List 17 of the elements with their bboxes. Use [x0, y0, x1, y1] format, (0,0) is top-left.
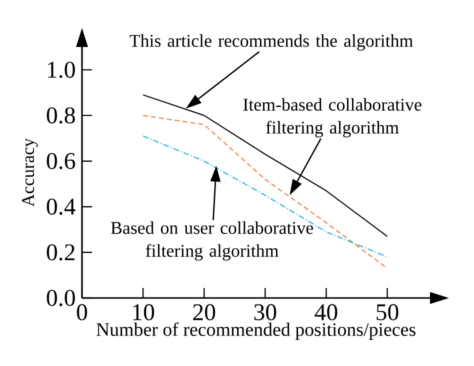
y-tick-label: 0.6 [46, 152, 76, 170]
x-tick-label: 20 [193, 304, 216, 320]
x-axis-title: Number of recommended positions/pieces [96, 322, 416, 340]
x-tick-label: 30 [254, 304, 276, 320]
x-tick-label: 0 [76, 304, 88, 320]
y-tick-label: 1.0 [48, 62, 75, 78]
y-tick-label: 0.2 [46, 244, 75, 260]
y-tick-label: 0.8 [46, 107, 75, 124]
annotation: Based on user collaborative filtering algorithm [110, 221, 314, 261]
y-tick-label: 0.0 [46, 290, 75, 306]
annotation: Item-based collaborative filtering algorithm [243, 98, 422, 138]
x-tick-label: 50 [376, 304, 398, 320]
y-tick-label: 0.4 [46, 198, 76, 215]
y-axis-title: Accuracy [22, 138, 38, 207]
x-tick-label: 10 [133, 304, 154, 320]
x-tick-label: 40 [314, 304, 338, 320]
annotation: This article recommends the algorithm [130, 34, 413, 51]
